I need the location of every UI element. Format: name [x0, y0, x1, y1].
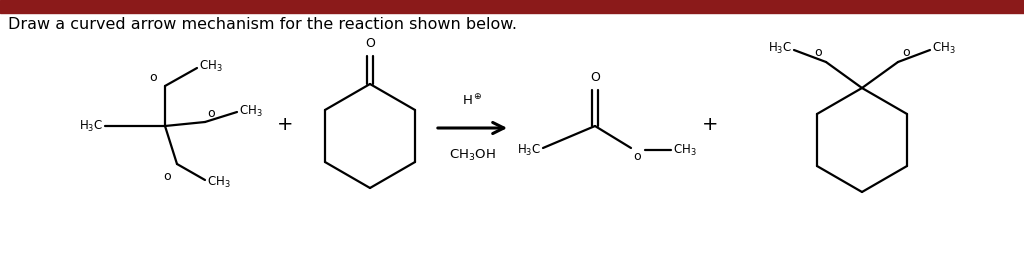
Text: o: o — [207, 107, 215, 120]
Text: O: O — [590, 71, 600, 84]
Text: H$^\oplus$: H$^\oplus$ — [462, 93, 483, 108]
Text: +: + — [701, 116, 718, 134]
Text: H$_3$C: H$_3$C — [517, 142, 541, 158]
Text: +: + — [276, 116, 293, 134]
Text: o: o — [902, 46, 909, 59]
Text: CH$_3$: CH$_3$ — [932, 41, 955, 55]
Text: CH$_3$OH: CH$_3$OH — [450, 148, 496, 163]
Text: H$_3$C: H$_3$C — [79, 118, 103, 134]
Text: CH$_3$: CH$_3$ — [673, 142, 696, 158]
Text: H$_3$C: H$_3$C — [768, 41, 792, 55]
Text: o: o — [164, 170, 171, 183]
Text: O: O — [366, 37, 375, 50]
Bar — [0, 0, 1024, 13]
Text: o: o — [633, 150, 641, 163]
Text: o: o — [150, 71, 157, 84]
Text: o: o — [814, 46, 822, 59]
Text: CH$_3$: CH$_3$ — [239, 103, 263, 118]
Text: CH$_3$: CH$_3$ — [207, 174, 230, 190]
Text: Draw a curved arrow mechanism for the reaction shown below.: Draw a curved arrow mechanism for the re… — [8, 17, 517, 32]
Text: CH$_3$: CH$_3$ — [199, 59, 222, 74]
